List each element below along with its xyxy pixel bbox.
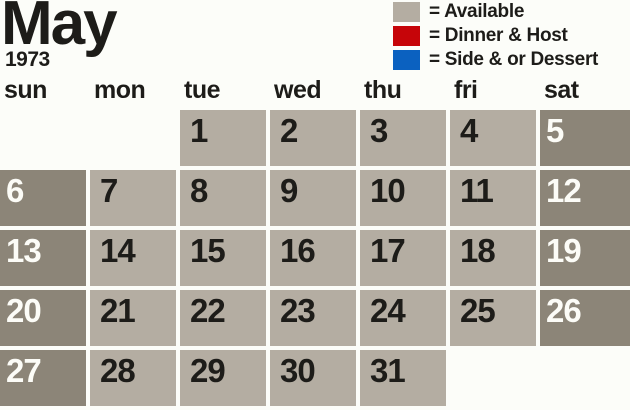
- day-cell-29[interactable]: 29: [180, 350, 266, 406]
- day-number: 15: [190, 232, 226, 269]
- day-number: 19: [546, 232, 582, 269]
- day-cell-3[interactable]: 3: [360, 110, 446, 166]
- year-label: 1973: [5, 48, 50, 71]
- day-number: 3: [370, 112, 388, 149]
- legend-item-side-dessert: = Side & or Dessert: [393, 49, 599, 70]
- day-cell-2[interactable]: 2: [270, 110, 356, 166]
- day-number: 14: [100, 232, 136, 269]
- calendar-grid: 1 2 3 4 5 6 7 8 9 10 11 12 13 14 15 16 17 18 19 20 21 22 23 24 2…: [0, 110, 630, 406]
- day-number: 17: [370, 232, 406, 269]
- empty-cell: [90, 110, 176, 166]
- day-cell-23[interactable]: 23: [270, 290, 356, 346]
- weekday-header-tue: tue: [184, 76, 221, 104]
- day-number: 26: [546, 292, 582, 329]
- weekday-header-fri: fri: [454, 76, 478, 104]
- day-cell-22[interactable]: 22: [180, 290, 266, 346]
- day-number: 16: [280, 232, 316, 269]
- day-number: 27: [6, 352, 42, 389]
- day-cell-7[interactable]: 7: [90, 170, 176, 226]
- day-number: 12: [546, 172, 582, 209]
- day-cell-20[interactable]: 20: [0, 290, 86, 346]
- day-cell-14[interactable]: 14: [90, 230, 176, 286]
- day-cell-15[interactable]: 15: [180, 230, 266, 286]
- empty-cell: [540, 350, 630, 406]
- day-number: 18: [460, 232, 496, 269]
- day-cell-4[interactable]: 4: [450, 110, 536, 166]
- day-number: 6: [6, 172, 24, 209]
- day-number: 1: [190, 112, 208, 149]
- available-color-swatch-icon: [393, 2, 420, 22]
- legend-label-side-dessert: = Side & or Dessert: [429, 49, 599, 70]
- day-number: 30: [280, 352, 316, 389]
- day-number: 13: [6, 232, 42, 269]
- day-cell-24[interactable]: 24: [360, 290, 446, 346]
- day-cell-6[interactable]: 6: [0, 170, 86, 226]
- day-number: 31: [370, 352, 406, 389]
- day-cell-26[interactable]: 26: [540, 290, 630, 346]
- weekday-header-row: sun mon tue wed thu fri sat: [0, 74, 630, 106]
- day-cell-8[interactable]: 8: [180, 170, 266, 226]
- day-cell-16[interactable]: 16: [270, 230, 356, 286]
- day-number: 22: [190, 292, 226, 329]
- month-title: May: [1, 0, 118, 58]
- day-number: 29: [190, 352, 226, 389]
- day-cell-10[interactable]: 10: [360, 170, 446, 226]
- legend-label-dinner-host: = Dinner & Host: [429, 25, 568, 46]
- day-number: 20: [6, 292, 42, 329]
- weekday-header-wed: wed: [274, 76, 322, 104]
- day-number: 11: [460, 172, 494, 209]
- day-number: 10: [370, 172, 406, 209]
- dinner-host-color-swatch-icon: [393, 26, 420, 46]
- day-cell-17[interactable]: 17: [360, 230, 446, 286]
- weekday-header-mon: mon: [94, 76, 146, 104]
- day-cell-27[interactable]: 27: [0, 350, 86, 406]
- legend: = Available = Dinner & Host = Side & or …: [393, 1, 599, 74]
- weekday-header-sun: sun: [4, 76, 47, 104]
- day-number: 9: [280, 172, 298, 209]
- day-cell-13[interactable]: 13: [0, 230, 86, 286]
- day-number: 7: [100, 172, 118, 209]
- day-number: 21: [100, 292, 136, 329]
- day-cell-18[interactable]: 18: [450, 230, 536, 286]
- day-cell-30[interactable]: 30: [270, 350, 356, 406]
- day-number: 4: [460, 112, 478, 149]
- day-number: 23: [280, 292, 316, 329]
- day-cell-5[interactable]: 5: [540, 110, 630, 166]
- empty-cell: [0, 110, 86, 166]
- weekday-header-thu: thu: [364, 76, 402, 104]
- side-dessert-color-swatch-icon: [393, 50, 420, 70]
- day-cell-9[interactable]: 9: [270, 170, 356, 226]
- legend-item-dinner-host: = Dinner & Host: [393, 25, 598, 46]
- weekday-header-sat: sat: [544, 76, 579, 104]
- legend-label-available: = Available: [429, 1, 525, 22]
- empty-cell: [450, 350, 536, 406]
- day-cell-21[interactable]: 21: [90, 290, 176, 346]
- day-number: 24: [370, 292, 406, 329]
- legend-item-available: = Available: [393, 1, 598, 22]
- day-cell-28[interactable]: 28: [90, 350, 176, 406]
- day-number: 5: [546, 112, 564, 149]
- day-cell-11[interactable]: 11: [450, 170, 536, 226]
- day-number: 28: [100, 352, 136, 389]
- day-cell-25[interactable]: 25: [450, 290, 536, 346]
- day-number: 8: [190, 172, 208, 209]
- day-number: 2: [280, 112, 298, 149]
- day-cell-19[interactable]: 19: [540, 230, 630, 286]
- day-cell-1[interactable]: 1: [180, 110, 266, 166]
- day-cell-12[interactable]: 12: [540, 170, 630, 226]
- day-cell-31[interactable]: 31: [360, 350, 446, 406]
- day-number: 25: [460, 292, 496, 329]
